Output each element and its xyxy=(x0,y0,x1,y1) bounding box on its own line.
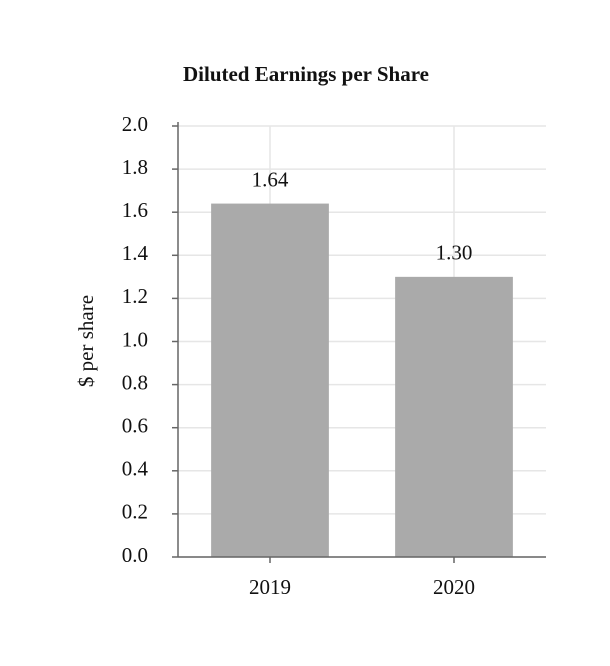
y-tick-label: 1.2 xyxy=(122,284,148,308)
value-label: 1.64 xyxy=(252,167,289,191)
y-tick-label: 0.2 xyxy=(122,500,148,524)
y-tick-label: 0.4 xyxy=(122,457,149,481)
x-tick-label: 2019 xyxy=(249,575,291,599)
y-tick-label: 0.6 xyxy=(122,414,148,438)
y-tick-label: 1.8 xyxy=(122,155,148,179)
value-label: 1.30 xyxy=(436,241,473,265)
y-tick-label: 0.0 xyxy=(122,543,148,567)
y-axis-label: $ per share xyxy=(74,295,98,387)
x-tick-label: 2020 xyxy=(433,575,475,599)
y-tick-label: 1.4 xyxy=(122,241,149,265)
y-tick-label: 1.0 xyxy=(122,327,148,351)
bar xyxy=(395,276,513,557)
y-tick-label: 0.8 xyxy=(122,370,148,394)
y-tick-label: 1.6 xyxy=(122,198,148,222)
bar xyxy=(211,203,329,557)
chart-title: Diluted Earnings per Share xyxy=(183,62,429,86)
y-tick-label: 2.0 xyxy=(122,112,148,136)
